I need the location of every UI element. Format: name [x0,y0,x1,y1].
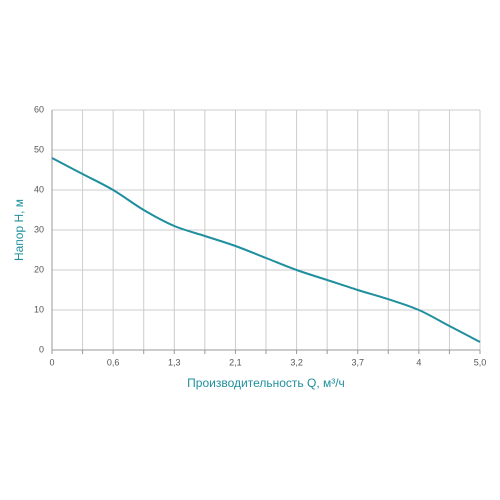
y-tick-label: 50 [34,144,44,154]
x-tick-label: 3,7 [351,357,364,367]
y-tick-label: 40 [34,184,44,194]
x-tick-label: 1,3 [168,357,181,367]
y-tick-label: 20 [34,264,44,274]
x-tick-label: 2,1 [229,357,242,367]
x-axis-title: Производительность Q, м³/ч [187,376,345,390]
x-tick-label: 0 [49,357,54,367]
y-tick-label: 10 [34,304,44,314]
curve [51,157,481,343]
y-tick-label: 30 [34,224,44,234]
y-tick-label: 60 [34,104,44,114]
x-tick-label: 3,2 [290,357,303,367]
y-tick-label: 0 [39,344,44,354]
x-tick-label: 0,6 [107,357,120,367]
y-axis-title: Напор Н, м [12,199,26,261]
x-tick-label: 5,0 [474,357,487,367]
x-tick-label: 4 [416,357,421,367]
